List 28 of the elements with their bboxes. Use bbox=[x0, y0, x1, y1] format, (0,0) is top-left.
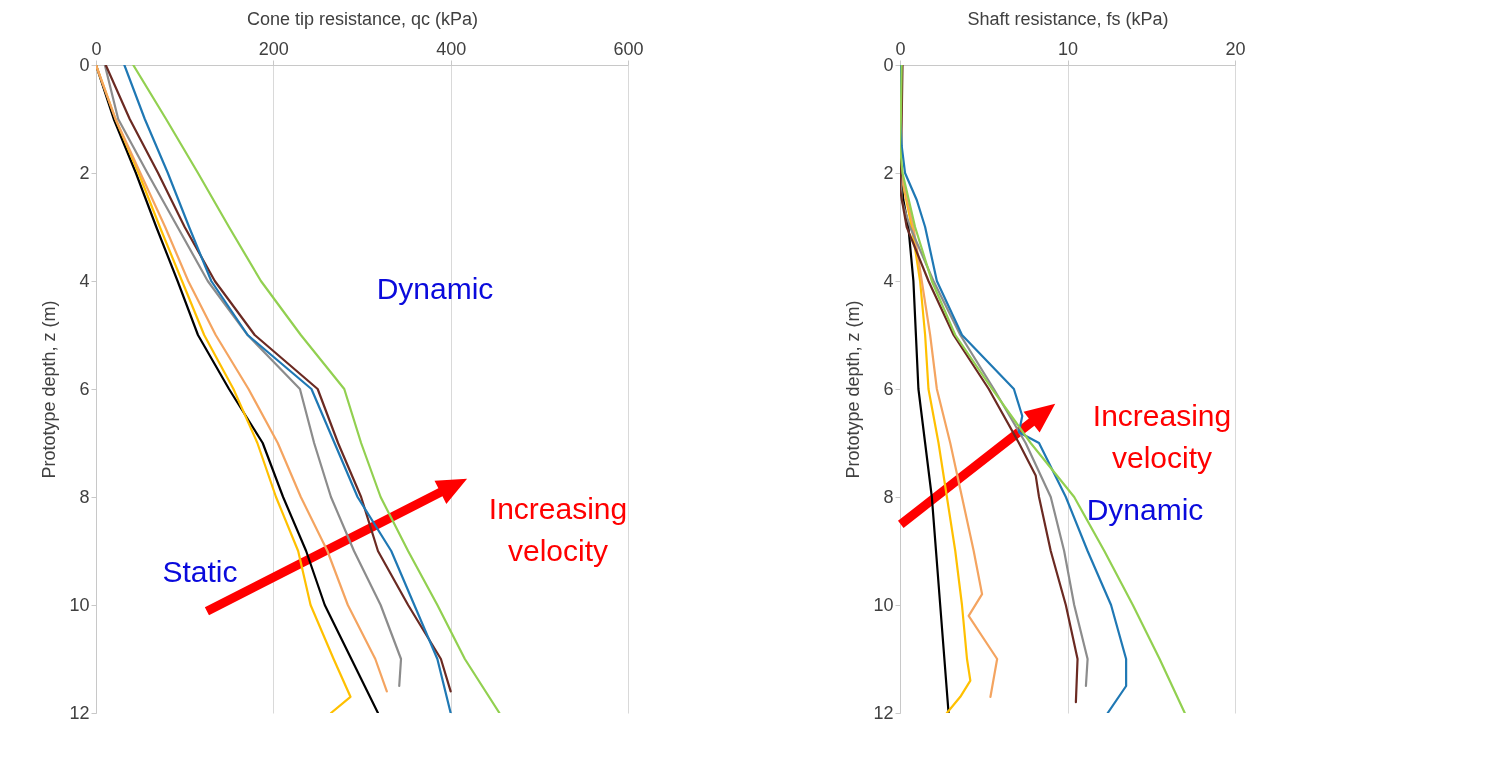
y-tick-label: 4 bbox=[79, 270, 90, 291]
x-tick-label: 600 bbox=[613, 38, 644, 59]
y-tick-label: 8 bbox=[79, 486, 90, 507]
annotation: Dynamic bbox=[1086, 493, 1204, 526]
y-tick-label: 6 bbox=[79, 378, 90, 399]
y-tick-label: 2 bbox=[79, 162, 90, 183]
x-axis-title: Cone tip resistance, qc (kPa) bbox=[246, 8, 479, 29]
y-tick-label: 8 bbox=[883, 486, 894, 507]
annotation: Increasing velocity bbox=[488, 492, 628, 567]
x-tick-label: 10 bbox=[1057, 38, 1079, 59]
annotation: Dynamic bbox=[376, 272, 494, 305]
x-tick-label: 20 bbox=[1225, 38, 1246, 59]
x-tick-label: 400 bbox=[436, 38, 467, 59]
y-axis-title: Prototype depth, z (m) bbox=[39, 300, 60, 479]
y-tick-label: 0 bbox=[883, 54, 894, 75]
y-tick-label: 12 bbox=[873, 702, 894, 723]
y-tick-label: 10 bbox=[873, 594, 894, 615]
y-axis-title: Prototype depth, z (m) bbox=[843, 300, 864, 479]
y-tick-label: 0 bbox=[79, 54, 90, 75]
y-tick-label: 2 bbox=[883, 162, 894, 183]
annotation: Increasing velocity bbox=[1092, 399, 1232, 474]
y-tick-label: 10 bbox=[69, 594, 90, 615]
x-tick-label: 200 bbox=[258, 38, 289, 59]
y-tick-label: 12 bbox=[69, 702, 90, 723]
y-tick-label: 6 bbox=[883, 378, 894, 399]
y-tick-label: 4 bbox=[883, 270, 894, 291]
x-axis-title: Shaft resistance, fs (kPa) bbox=[967, 8, 1169, 29]
annotation: Static bbox=[162, 555, 238, 588]
